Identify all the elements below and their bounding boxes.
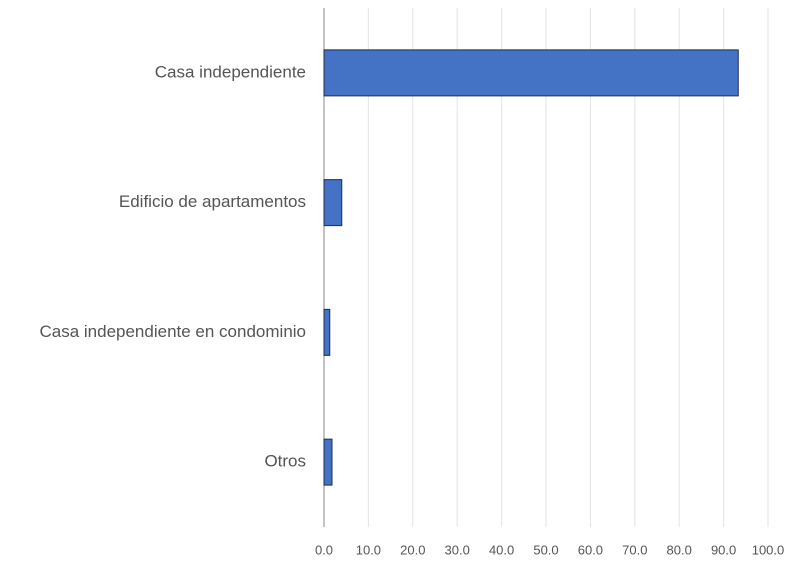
x-tick-label: 80.0 [667,542,692,557]
x-tick-label: 60.0 [578,542,603,557]
x-tick-label: 20.0 [400,542,425,557]
y-tick-label: Edificio de apartamentos [119,192,306,211]
x-tick-label: 50.0 [533,542,558,557]
x-tick-label: 40.0 [489,542,514,557]
y-tick-label: Casa independiente [155,62,306,81]
y-tick-label: Otros [264,452,306,471]
x-tick-label: 100.0 [752,542,785,557]
bar [323,308,331,356]
x-tick-label: 30.0 [445,542,470,557]
y-tick-label: Casa independiente en condominio [39,322,306,341]
x-tick-label: 70.0 [622,542,647,557]
x-tick-label: 0.0 [315,542,333,557]
bar [323,49,739,97]
bar [323,438,333,486]
x-tick-label: 90.0 [711,542,736,557]
x-tick-label: 10.0 [356,542,381,557]
bar [323,179,343,227]
